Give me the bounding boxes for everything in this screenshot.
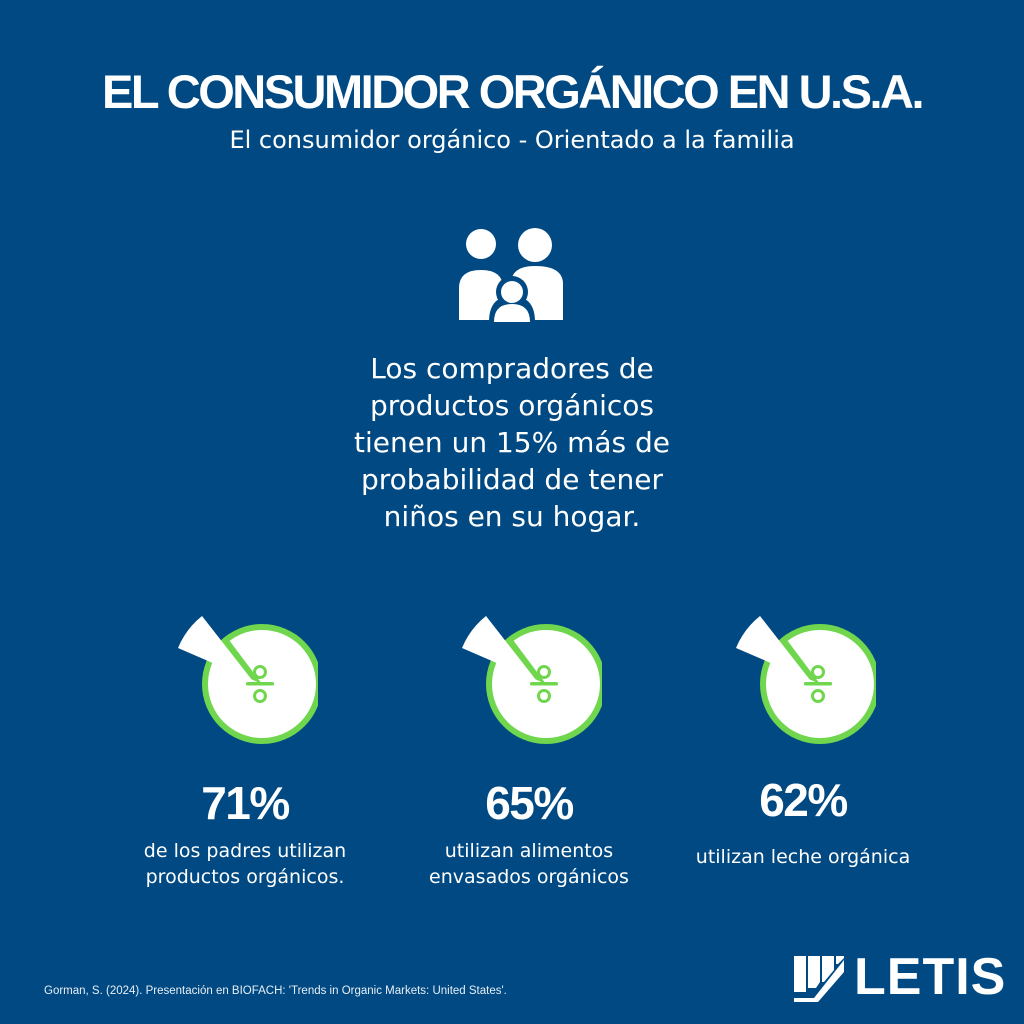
statement-line: tienen un 15% más de [353, 426, 671, 459]
letis-logo: LETIS [792, 948, 1012, 1006]
statement-line: niños en su hogar. [383, 500, 641, 533]
source-citation: Gorman, S. (2024). Presentación en BIOFA… [44, 985, 507, 997]
stat-value: 62% [759, 774, 848, 826]
percentage-pie-icon [462, 616, 602, 744]
stat-value: 65% [485, 777, 574, 829]
stat-value: 71% [201, 777, 290, 829]
stat-description: de los padres utilizan productos orgánic… [100, 838, 390, 890]
page-subtitle: El consumidor orgánico - Orientado a la … [229, 126, 795, 154]
stat-description-line: utilizan alimentos [444, 840, 614, 862]
logo-wordmark: LETIS [854, 948, 1007, 1006]
statement-line: Los compradores de [370, 352, 654, 385]
statement-line: probabilidad de tener [360, 463, 664, 496]
stat-description-line: productos orgánicos. [145, 866, 345, 888]
statement-line: productos orgánicos [369, 389, 655, 422]
stat-description-line: utilizan leche orgánica [695, 846, 911, 868]
stat-description-line: envasados orgánicos [429, 866, 629, 888]
stat-card: 65% utilizan alimentos envasados orgánic… [384, 610, 674, 900]
main-statement: Los compradores de productos orgánicos t… [312, 350, 712, 535]
page-title: EL CONSUMIDOR ORGÁNICO EN U.S.A. [101, 65, 925, 118]
percentage-pie-icon [178, 616, 318, 744]
stat-card: 62% utilizan leche orgánica [658, 610, 948, 900]
percentage-pie-icon [736, 616, 876, 744]
letis-logo-icon [794, 956, 844, 1002]
stat-description-line: de los padres utilizan [143, 840, 347, 862]
stat-card: 71% de los padres utilizan productos org… [100, 610, 390, 900]
stat-description: utilizan alimentos envasados orgánicos [384, 838, 674, 890]
family-icon [459, 228, 563, 322]
stat-description: utilizan leche orgánica [658, 844, 948, 870]
